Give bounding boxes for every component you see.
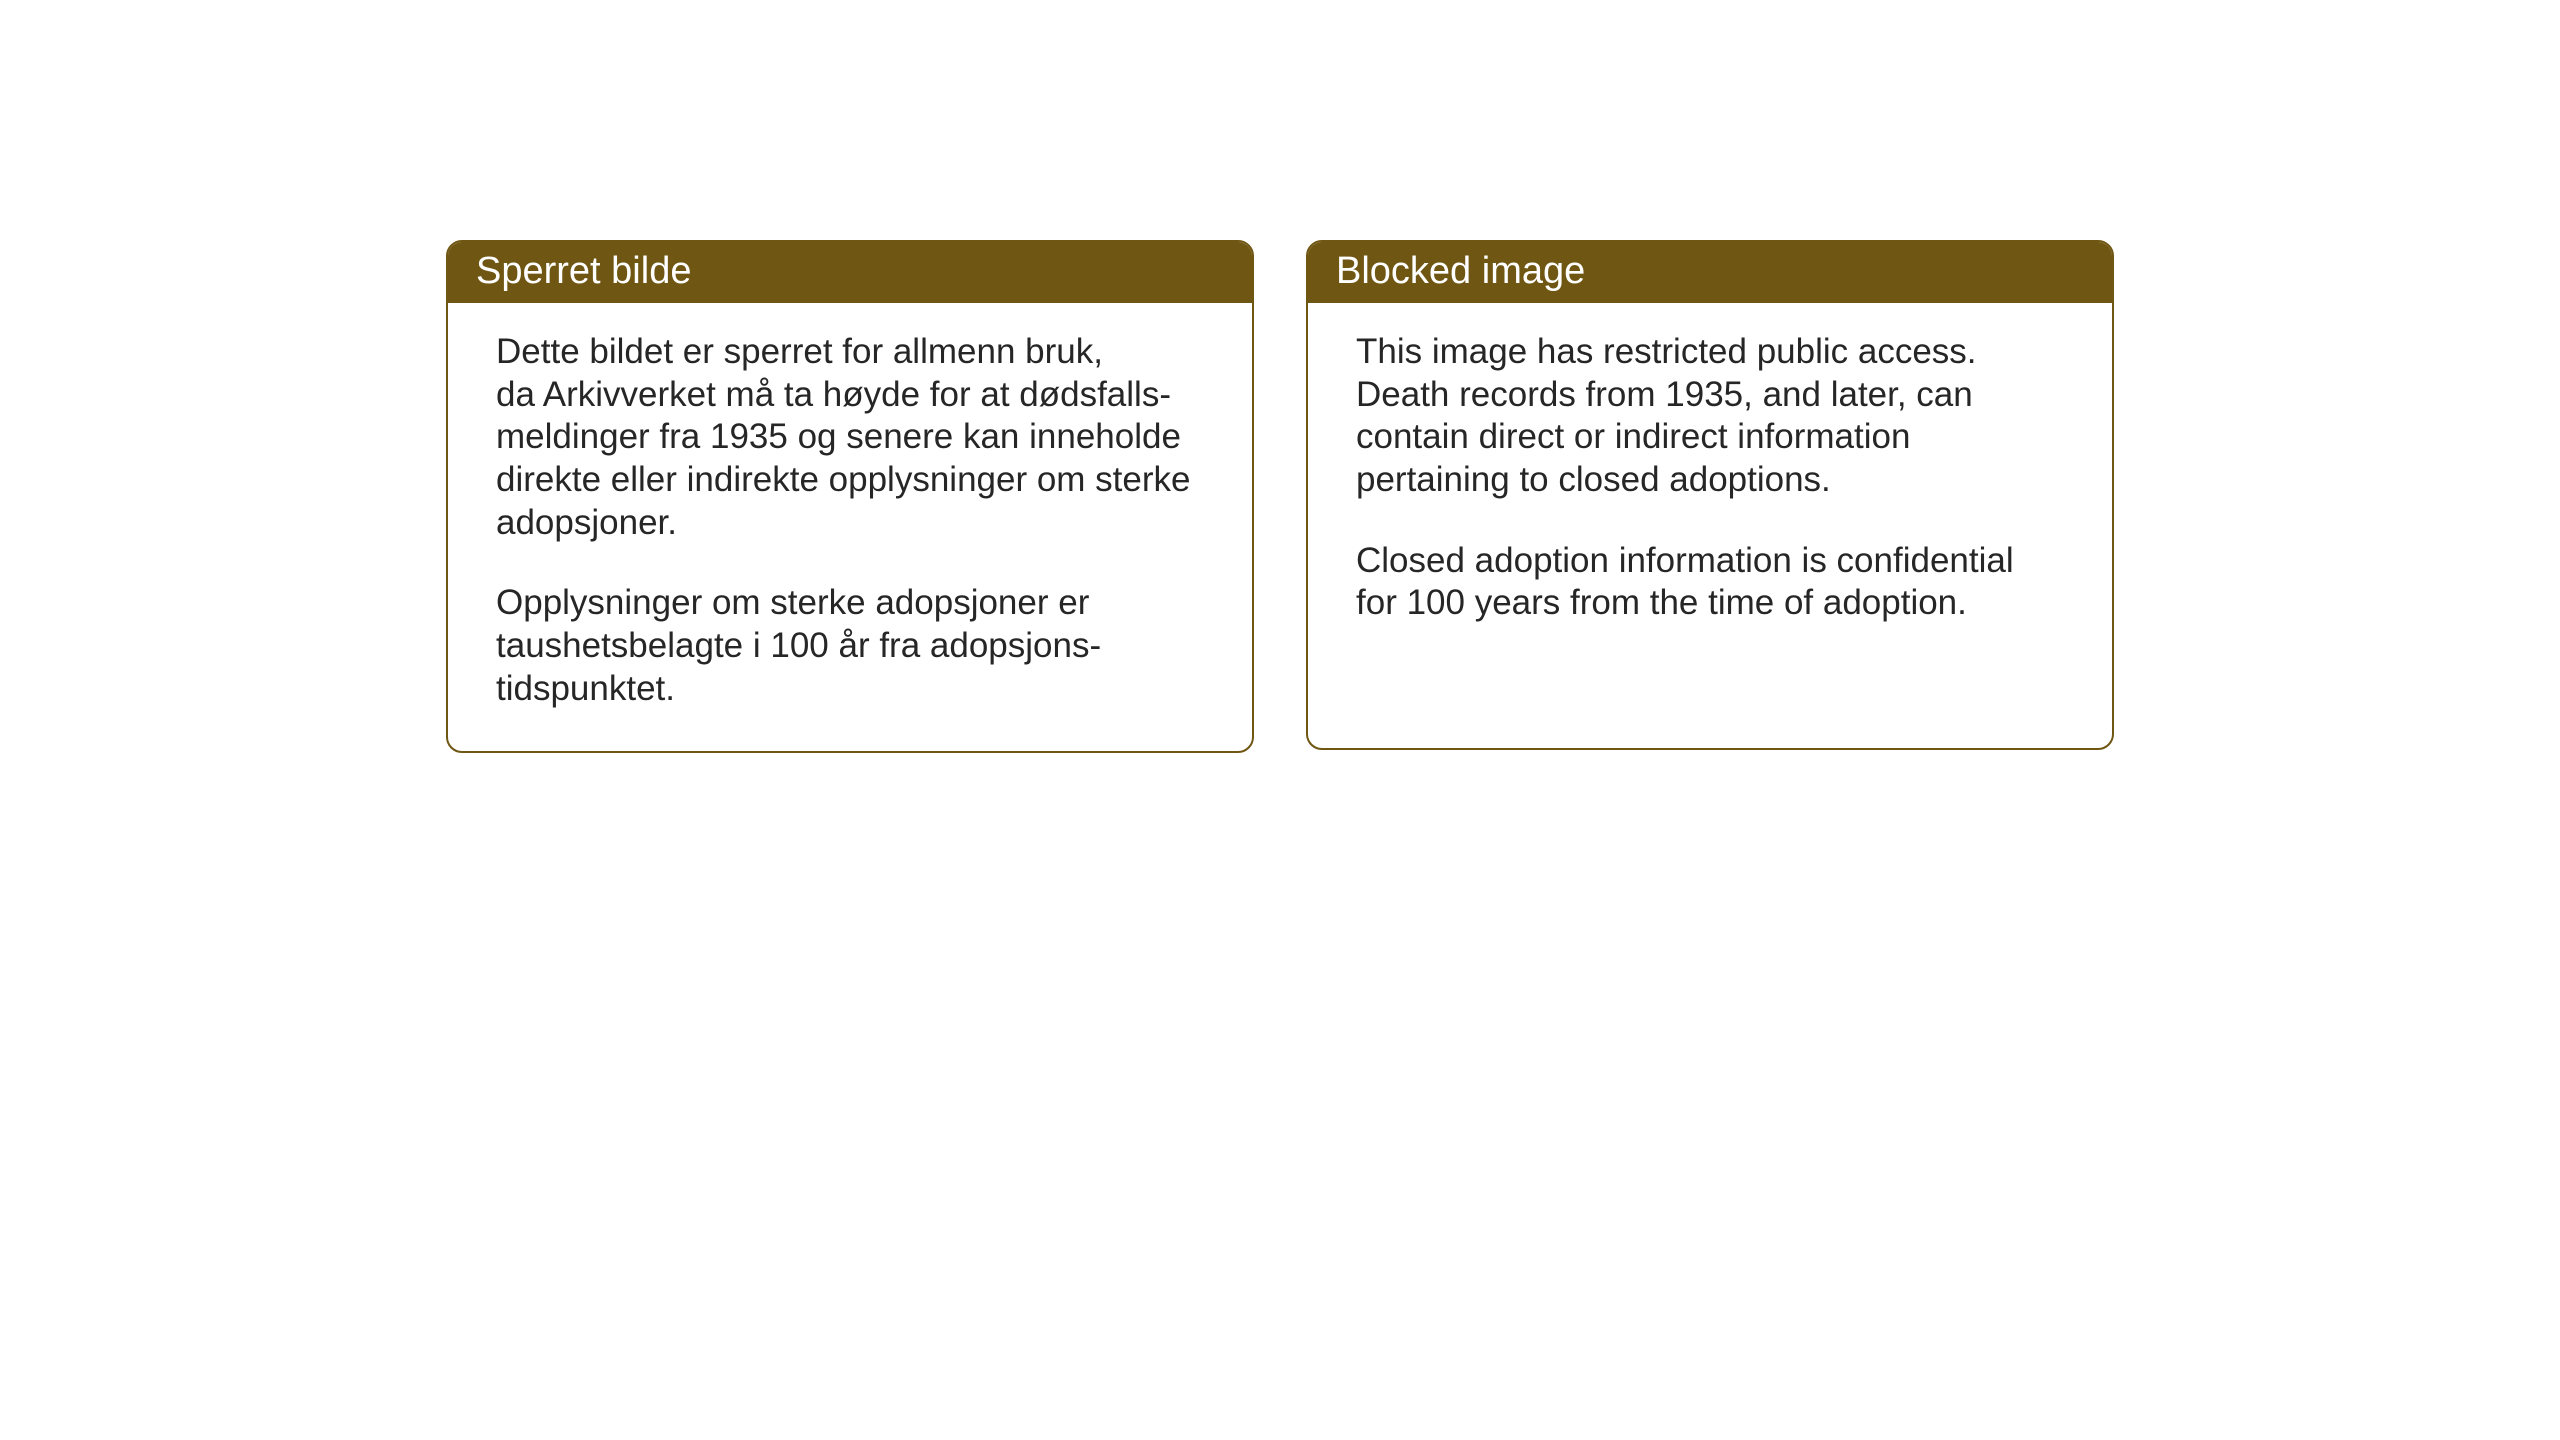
notice-title-norwegian: Sperret bilde <box>476 250 691 292</box>
notice-card-norwegian: Sperret bilde Dette bildet er sperret fo… <box>446 240 1254 753</box>
notice-header-english: Blocked image <box>1308 242 2112 303</box>
notice-body-english: This image has restricted public access.… <box>1308 303 2112 665</box>
notice-card-english: Blocked image This image has restricted … <box>1306 240 2114 750</box>
notice-title-english: Blocked image <box>1336 250 1585 292</box>
notice-paragraph-1-norwegian: Dette bildet er sperret for allmenn bruk… <box>496 331 1204 544</box>
notice-container: Sperret bilde Dette bildet er sperret fo… <box>446 240 2114 753</box>
notice-paragraph-2-english: Closed adoption information is confident… <box>1356 540 2064 625</box>
notice-paragraph-2-norwegian: Opplysninger om sterke adopsjoner ertaus… <box>496 582 1204 710</box>
notice-paragraph-1-english: This image has restricted public access.… <box>1356 331 2064 502</box>
notice-header-norwegian: Sperret bilde <box>448 242 1252 303</box>
notice-body-norwegian: Dette bildet er sperret for allmenn bruk… <box>448 303 1252 751</box>
